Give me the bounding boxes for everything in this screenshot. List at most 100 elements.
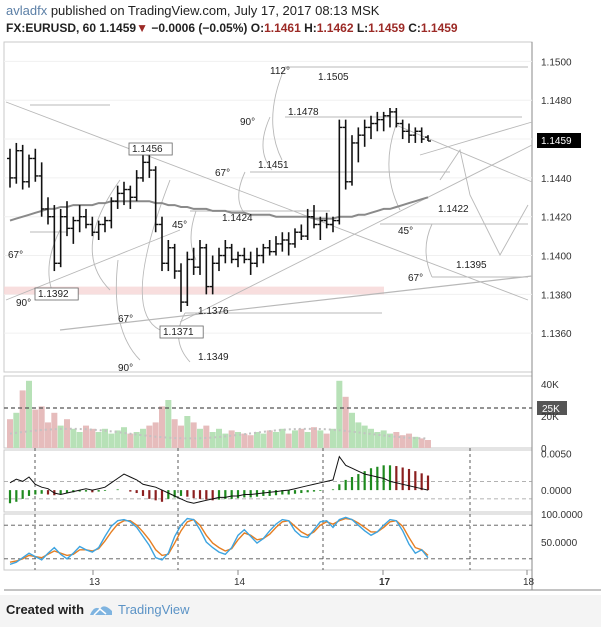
volume-bar: [38, 406, 45, 448]
volume-bar: [311, 427, 317, 448]
volume-bar: [89, 428, 96, 448]
gann-label: 1.1505: [318, 72, 349, 83]
trend-line: [179, 144, 533, 323]
author-link[interactable]: avladfx: [6, 3, 48, 18]
volume-bar: [83, 425, 89, 448]
volume-bar: [19, 390, 26, 448]
price-tick-label: 1.1380: [541, 290, 572, 301]
volume-bar: [254, 432, 260, 448]
chart-canvas[interactable]: 1.15001.14801.14601.14401.14201.14001.13…: [0, 0, 601, 595]
volume-bar: [190, 422, 197, 448]
gann-arc: [141, 179, 171, 331]
volume-bar: [121, 427, 127, 448]
volume-bar: [102, 428, 108, 448]
time-tick-label: 13: [89, 577, 101, 588]
open-value: 1.1461: [264, 21, 301, 35]
macd-tick-label: 0.0000: [541, 486, 572, 497]
volume-bar: [399, 435, 406, 448]
low-value: 1.1459: [368, 21, 405, 35]
volume-bar: [171, 419, 178, 448]
volume-bar: [298, 428, 305, 448]
volume-bar: [361, 425, 368, 448]
volume-bar: [247, 435, 254, 448]
gann-label: 1.1422: [438, 204, 469, 215]
gann-label: 67°: [215, 168, 230, 179]
published-text: published on TradingView.com, July 17, 2…: [50, 3, 380, 18]
time-tick-label: 14: [234, 577, 246, 588]
volume-bar: [412, 436, 419, 448]
volume-bar: [260, 433, 267, 448]
volume-bar: [127, 433, 134, 448]
gann-label: 45°: [398, 226, 413, 237]
stochastic-d-line: [9, 517, 429, 563]
volume-bar: [32, 409, 39, 448]
trend-line: [5, 101, 529, 301]
volume-bar: [114, 430, 121, 448]
volume-bar: [342, 396, 349, 448]
volume-bar: [76, 432, 83, 448]
macd-tick-label: 0.0050: [541, 450, 572, 461]
volume-bar: [165, 400, 172, 448]
last-price: 1.1459: [99, 21, 137, 35]
tradingview-logo-icon: [90, 606, 112, 616]
pane-border: [3, 41, 533, 373]
last-price-tag: [537, 133, 581, 148]
price-annotation-label: 1.1456: [132, 144, 163, 155]
price-annotation-label: 1.1371: [163, 327, 194, 338]
symbol-label: FX:EURUSD, 60: [6, 21, 97, 35]
time-tick-label: 17: [379, 577, 391, 588]
volume-bar: [140, 428, 146, 448]
last-price-tag-label: 1.1459: [541, 136, 572, 147]
volume-bar: [323, 433, 330, 448]
gann-arc: [262, 116, 273, 171]
volume-bar: [304, 432, 311, 448]
open-label: O:: [250, 21, 265, 35]
volume-bar: [45, 422, 51, 448]
price-tick-label: 1.1480: [541, 96, 572, 107]
symbol-ohlc-row: FX:EURUSD, 60 1.1459▼ −0.0006 (−0.05%) O…: [6, 21, 458, 35]
close-label: C:: [408, 21, 421, 35]
volume-bar: [273, 432, 279, 448]
stochastic-tick-label: 50.0000: [541, 538, 578, 549]
volume-tick-label: 40K: [541, 380, 559, 391]
gann-arc: [178, 312, 191, 363]
volume-bar: [133, 432, 140, 448]
volume-bar: [279, 428, 286, 448]
created-with-label: Created with: [6, 602, 85, 617]
price-tick-label: 1.1360: [541, 329, 572, 340]
gann-label: 1.1395: [456, 260, 487, 271]
price-annotation-label: 1.1392: [38, 289, 69, 300]
gann-arc: [91, 179, 121, 291]
gann-label: 112°: [270, 66, 290, 77]
volume-bar: [317, 430, 324, 448]
macd-signal-line: [9, 455, 429, 504]
volume-bar: [184, 416, 191, 448]
gann-arc: [115, 259, 141, 361]
gann-arc: [425, 223, 433, 278]
volume-bar: [64, 419, 70, 448]
stochastic-k-line: [9, 516, 429, 566]
volume-bar: [393, 432, 400, 448]
volume-bar: [380, 430, 387, 448]
price-annotation-box: [159, 325, 204, 339]
volume-bar: [266, 430, 273, 448]
high-label: H:: [304, 21, 317, 35]
volume-bar: [292, 430, 298, 448]
volume-bar: [406, 433, 412, 448]
volume-bar: [228, 430, 235, 448]
gann-label: 1.1478: [288, 107, 319, 118]
price-tick-label: 1.1500: [541, 57, 572, 68]
gann-arc: [439, 148, 529, 256]
volume-threshold-label: 25K: [542, 404, 560, 415]
volume-bar: [374, 432, 381, 448]
down-arrow-icon: ▼: [136, 21, 148, 35]
publish-info: avladfx published on TradingView.com, Ju…: [6, 3, 379, 18]
close-value: 1.1459: [420, 21, 458, 35]
volume-threshold-tag: [537, 401, 567, 415]
volume-bar: [95, 432, 102, 448]
tradingview-link[interactable]: TradingView: [118, 602, 190, 617]
gann-label: 67°: [408, 273, 423, 284]
volume-bar: [216, 428, 222, 448]
gann-label: 1.1349: [198, 352, 229, 363]
stochastic-tick-label: 100.0000: [541, 510, 583, 521]
